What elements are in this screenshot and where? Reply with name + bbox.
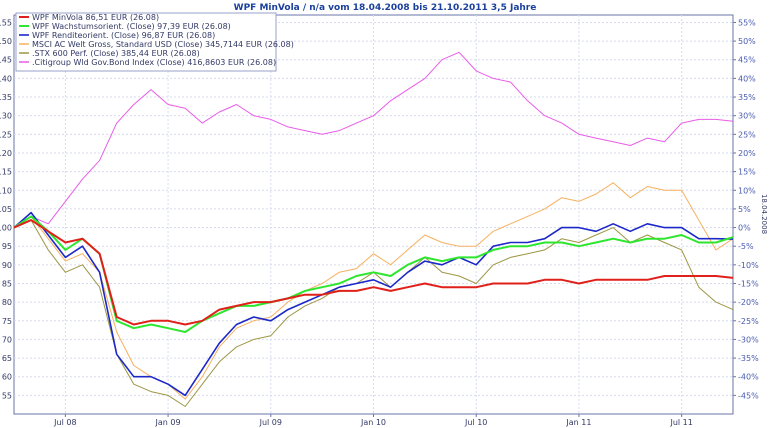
y-right-tick-label: -40% [738,373,759,382]
y-left-tick-label: 150 [0,37,12,46]
y-left-tick-label: 60 [2,373,12,382]
y-right-tick-label: 15% [738,168,756,177]
y-left-tick-label: 125 [0,130,12,139]
y-right-tick-label: 5% [738,205,751,214]
y-left-tick-label: 85 [2,279,12,288]
legend-entry-3: WPF Renditeorient. (Close) 96,87 EUR (26… [32,31,215,40]
series-line-3 [13,211,734,397]
y-left-tick-label: 145 [0,56,12,65]
y-left-tick-label: 65 [2,354,12,363]
y-left-tick-label: 80 [2,298,12,307]
x-axis: Jul 08 Jan 09 Jul 09 Jan 10 Jul 10 Jan 11 Jul … [53,414,693,427]
y-right-tick-label: -25% [738,317,759,326]
legend: WPF MinVola 86,51 EUR (26.08)WPF Wachstu… [15,12,294,72]
y-left-tick-label: 120 [0,149,12,158]
legend-entry-2: WPF Wachstumsorient. (Close) 97,39 EUR (… [32,22,231,31]
y-left-tick-label: 90 [2,261,12,270]
y-right-tick-label: -35% [738,354,759,363]
y-left-tick-label: 155 [0,18,12,27]
series-lines [13,51,734,407]
legend-box [15,12,277,72]
series-line-4 [13,182,734,400]
y-left-tick-label: 130 [0,112,12,121]
y-right-tick-label: 25% [738,130,756,139]
series-line-6 [13,51,734,229]
y-right-tick-label: -10% [738,261,759,270]
y-right-tick-label: -5% [738,242,754,251]
legend-entry-4: MSCI AC Welt Gross, Standard USD (Close)… [32,40,294,49]
y-left-tick-label: 105 [0,205,12,214]
y-left-tick-label: 70 [2,335,12,344]
legend-entry-5: .STX 600 Perf. (Close) 385,44 EUR (26.08… [32,49,200,58]
y-right-tick-label: -15% [738,279,759,288]
y-left-tick-label: 140 [0,74,12,83]
y-right-tick-label: 50% [738,37,756,46]
y-right-tick-label: 20% [738,149,756,158]
x-tick-label: Jul 11 [669,418,692,427]
y-left-tick-label: 115 [0,168,12,177]
y-left-tick-label: 95 [2,242,12,251]
grid [14,15,733,414]
y-right-tick-label: 40% [738,74,756,83]
y-left-tick-label: 100 [0,224,12,233]
series-line-1 [13,219,734,326]
y-right-tick-label: -20% [738,298,759,307]
y-left-tick-label: 55 [2,391,12,400]
y-right-tick-label: 10% [738,186,756,195]
y-right-tick-label: -30% [738,335,759,344]
left-axis: 55 60 65 70 75 80 85 90 95 100 105 110 115 120 125 130 1… [0,18,12,400]
plot-area [13,14,734,415]
y-left-tick-label: 135 [0,93,12,102]
right-axis-side-label: 18.04.2008 [760,194,768,234]
x-tick-label: Jan 10 [360,418,386,427]
y-right-tick-label: 45% [738,56,756,65]
y-right-tick-label: 55% [738,18,756,27]
legend-entry-6: .Citigroup Wld Gov.Bond Index (Close) 41… [32,58,276,67]
x-tick-label: Jul 09 [259,418,282,427]
chart-title: WPF MinVola / n/a vom 18.04.2008 bis 21.… [234,3,537,13]
y-left-tick-label: 110 [0,186,12,195]
x-tick-label: Jul 08 [53,418,76,427]
x-tick-label: Jul 10 [464,418,487,427]
y-right-tick-label: 30% [738,112,756,121]
right-axis: -45% -40% -35% -30% -25% -20% -15% -10% -5% 0% 5% 1… [733,18,759,400]
x-tick-label: Jan 11 [565,418,591,427]
y-right-tick-label: 35% [738,93,756,102]
y-right-tick-label: -45% [738,391,759,400]
y-left-tick-label: 75 [2,317,12,326]
series-line-2 [13,215,734,333]
x-tick-label: Jan 09 [155,418,181,427]
y-right-tick-label: 0% [738,224,751,233]
legend-entry-1: WPF MinVola 86,51 EUR (26.08) [32,13,159,22]
